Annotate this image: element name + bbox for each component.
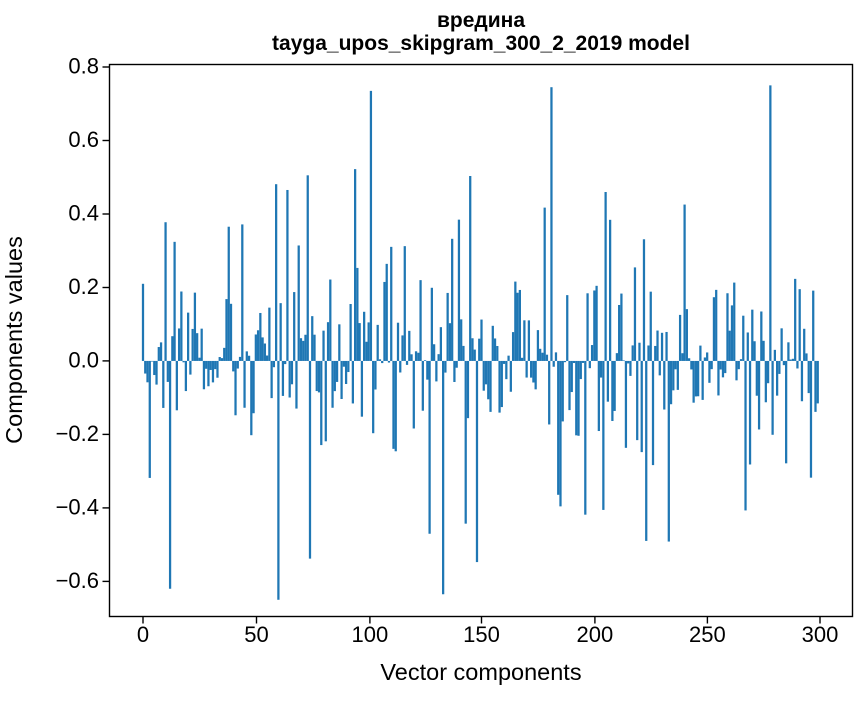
- svg-text:−0.4: −0.4: [56, 494, 99, 519]
- svg-text:−0.6: −0.6: [56, 568, 99, 593]
- svg-text:вредина: вредина: [437, 9, 525, 32]
- svg-text:0.2: 0.2: [68, 274, 99, 299]
- svg-text:150: 150: [463, 622, 500, 647]
- svg-text:100: 100: [352, 622, 389, 647]
- svg-text:0: 0: [137, 622, 149, 647]
- svg-text:50: 50: [244, 622, 268, 647]
- svg-text:300: 300: [802, 622, 839, 647]
- svg-text:0.0: 0.0: [68, 347, 99, 372]
- svg-text:250: 250: [689, 622, 726, 647]
- svg-text:0.4: 0.4: [68, 201, 99, 226]
- svg-text:tayga_upos_skipgram_300_2_2019: tayga_upos_skipgram_300_2_2019 model: [272, 32, 690, 55]
- svg-text:200: 200: [577, 622, 614, 647]
- svg-text:Vector components: Vector components: [380, 659, 581, 685]
- svg-text:−0.2: −0.2: [56, 421, 99, 446]
- svg-text:0.8: 0.8: [68, 54, 99, 79]
- svg-text:Components values: Components values: [1, 236, 27, 444]
- svg-text:0.6: 0.6: [68, 127, 99, 152]
